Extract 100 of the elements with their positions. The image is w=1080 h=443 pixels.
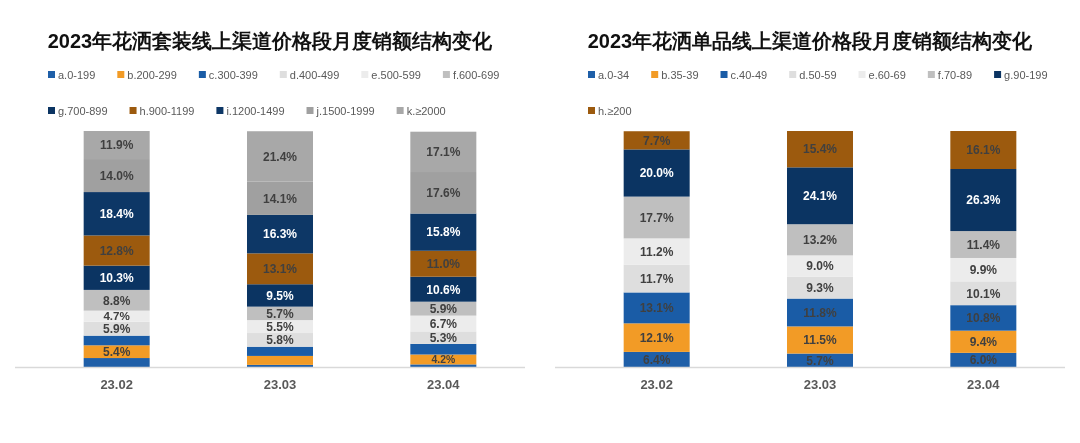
data-label: 5.7% <box>266 306 294 321</box>
data-label: 15.8% <box>426 225 461 240</box>
data-label: 5.5% <box>266 319 294 334</box>
legend-label: e.60-69 <box>868 69 906 81</box>
data-label: 11.4% <box>966 237 1001 252</box>
legend-label: h.≥200 <box>598 105 632 117</box>
legend-label: h.900-1199 <box>139 105 195 117</box>
chart-title: 2023年花洒套装线上渠道价格段月度销额结构变化 <box>47 30 494 52</box>
data-label: 8.8% <box>102 293 131 308</box>
data-label: 5.7% <box>806 353 834 368</box>
data-label: 5.3% <box>429 330 458 345</box>
bar <box>787 131 853 168</box>
x-tick-label: 23.04 <box>967 377 1001 392</box>
bar <box>247 214 313 254</box>
data-label: 21.4% <box>262 149 298 164</box>
x-tick-label: 23.02 <box>100 377 133 392</box>
data-label: 16.1% <box>966 143 1001 158</box>
data-label: 11.5% <box>803 333 838 348</box>
data-label: 18.4% <box>99 207 135 222</box>
bar <box>787 167 853 225</box>
data-label: 7.7% <box>642 133 671 148</box>
bar <box>623 323 690 352</box>
legend-label: g.90-199 <box>1004 69 1048 81</box>
legend-label: g.700-899 <box>58 105 108 117</box>
bar <box>247 253 313 285</box>
bar <box>787 255 853 277</box>
data-label: 10.6% <box>426 282 461 297</box>
data-label: 10.8% <box>966 311 1001 326</box>
bar <box>410 364 477 367</box>
data-label: 16.3% <box>262 227 298 242</box>
data-label: 9.5% <box>266 288 294 303</box>
legend-label: f.600-699 <box>452 69 500 81</box>
legend-label: k.≥2000 <box>406 105 446 117</box>
data-label: 9.9% <box>969 262 998 277</box>
bar <box>247 364 313 367</box>
legend-label: d.400-499 <box>289 69 340 81</box>
data-label: 5.9% <box>429 301 458 316</box>
data-label: 20.0% <box>639 166 675 181</box>
data-label: 4.7% <box>103 309 131 323</box>
legend-label: d.50-59 <box>799 69 837 81</box>
bar <box>410 343 477 355</box>
data-label: 14.1% <box>262 191 298 206</box>
data-label: 11.8% <box>803 305 838 320</box>
data-label: 5.4% <box>102 345 131 359</box>
data-label: 4.2% <box>431 354 456 366</box>
legend-label: b.35-39 <box>661 69 699 81</box>
legend-label: c.40-49 <box>730 69 768 81</box>
bar <box>623 292 690 324</box>
bar <box>247 355 313 365</box>
bar <box>950 131 1017 169</box>
legend-label: f.70-89 <box>937 69 973 81</box>
bar <box>83 192 150 236</box>
x-tick-label: 23.02 <box>640 377 673 392</box>
bar <box>950 169 1017 232</box>
legend-label: b.200-299 <box>127 69 177 81</box>
bar <box>83 335 150 346</box>
legend-label: a.0-199 <box>58 69 96 81</box>
data-label: 9.3% <box>806 280 834 295</box>
data-label: 13.1% <box>262 262 298 277</box>
bar <box>247 284 313 307</box>
data-label: 17.1% <box>426 145 461 160</box>
bar <box>410 213 477 251</box>
data-label: 5.9% <box>102 322 131 337</box>
data-label: 5.8% <box>266 333 294 348</box>
legend-label: a.0-34 <box>598 69 630 81</box>
x-tick-label: 23.04 <box>427 377 461 392</box>
x-tick-label: 23.03 <box>803 377 837 392</box>
data-label: 11.7% <box>639 271 674 286</box>
data-label: 11.2% <box>639 244 674 259</box>
bar <box>787 326 853 354</box>
bar <box>247 346 313 356</box>
data-label: 15.4% <box>802 142 838 157</box>
data-label: 14.0% <box>99 168 135 183</box>
bar <box>83 235 150 266</box>
data-label: 9.4% <box>969 335 998 350</box>
bar <box>623 149 690 197</box>
x-tick-label: 23.03 <box>263 377 297 392</box>
chart-title: 2023年花洒单品线上渠道价格段月度销额结构变化 <box>587 30 1034 52</box>
legend-label: e.500-599 <box>371 69 421 81</box>
legend-label: c.300-399 <box>208 69 258 81</box>
data-label: 10.1% <box>966 286 1001 301</box>
bar <box>83 358 150 367</box>
data-label: 11.9% <box>99 138 134 153</box>
data-label: 13.1% <box>639 301 675 316</box>
data-label: 12.8% <box>99 243 135 258</box>
data-label: 26.3% <box>966 193 1001 208</box>
legend-label: j.1500-1999 <box>315 105 375 117</box>
data-label: 6.4% <box>642 352 671 367</box>
data-label: 9.0% <box>806 259 834 274</box>
data-label: 6.7% <box>429 316 458 331</box>
data-label: 11.0% <box>426 257 461 272</box>
data-label: 6.0% <box>969 353 998 368</box>
data-label: 24.1% <box>802 189 838 204</box>
bar <box>623 238 690 265</box>
data-label: 17.6% <box>426 186 461 201</box>
bar <box>787 224 853 256</box>
legend-label: i.1200-1499 <box>226 105 285 117</box>
data-label: 10.3% <box>99 271 135 286</box>
bar <box>623 196 690 239</box>
data-label: 12.1% <box>639 330 675 345</box>
